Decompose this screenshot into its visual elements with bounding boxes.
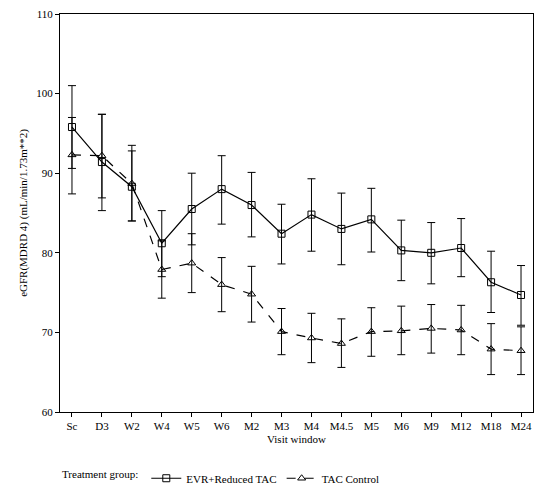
svg-text:TAC Control: TAC Control [322, 473, 379, 485]
svg-text:Visit window: Visit window [267, 433, 326, 445]
svg-text:EVR+Reduced TAC: EVR+Reduced TAC [186, 473, 276, 485]
svg-text:M5: M5 [364, 420, 380, 432]
svg-text:80: 80 [42, 247, 54, 259]
svg-text:D3: D3 [95, 420, 109, 432]
svg-text:100: 100 [36, 87, 53, 99]
svg-text:W4: W4 [154, 420, 170, 432]
svg-text:M6: M6 [394, 420, 410, 432]
svg-text:M12: M12 [451, 420, 472, 432]
svg-text:W2: W2 [124, 420, 140, 432]
svg-text:110: 110 [37, 8, 54, 20]
svg-text:Treatment group:: Treatment group: [62, 468, 138, 480]
svg-text:eGFR(MDRD 4) (mL/min/1.73m**2): eGFR(MDRD 4) (mL/min/1.73m**2) [17, 129, 30, 297]
svg-text:W5: W5 [184, 420, 200, 432]
svg-text:M24: M24 [511, 420, 532, 432]
svg-text:90: 90 [42, 167, 54, 179]
svg-text:M18: M18 [481, 420, 502, 432]
svg-text:Sc: Sc [66, 420, 77, 432]
svg-text:W6: W6 [214, 420, 230, 432]
svg-text:M9: M9 [424, 420, 440, 432]
svg-text:70: 70 [42, 326, 54, 338]
svg-text:M4.5: M4.5 [330, 420, 354, 432]
svg-text:M3: M3 [274, 420, 290, 432]
svg-text:M4: M4 [304, 420, 320, 432]
svg-text:M2: M2 [244, 420, 259, 432]
svg-text:60: 60 [42, 406, 54, 418]
